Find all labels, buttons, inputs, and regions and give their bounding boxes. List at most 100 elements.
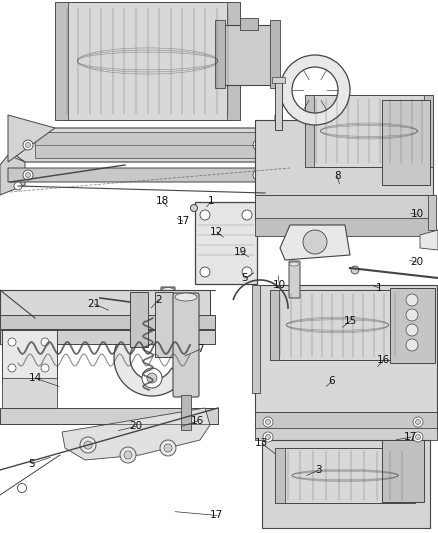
Bar [382, 100, 430, 185]
Bar [240, 18, 258, 30]
Bar [270, 290, 279, 360]
Bar [272, 77, 285, 83]
Bar [382, 440, 424, 502]
Polygon shape [130, 298, 148, 308]
Polygon shape [62, 408, 210, 460]
Circle shape [124, 451, 132, 459]
Circle shape [263, 417, 273, 427]
Text: 6: 6 [328, 376, 336, 386]
Bar [262, 440, 430, 528]
Circle shape [23, 170, 33, 180]
Bar [405, 448, 415, 503]
Circle shape [253, 140, 263, 150]
Circle shape [303, 230, 327, 254]
Text: 13: 13 [255, 439, 268, 448]
Circle shape [416, 434, 420, 440]
Text: 5: 5 [28, 459, 35, 469]
Text: 21: 21 [88, 299, 101, 309]
Bar [396, 290, 405, 360]
Polygon shape [280, 225, 350, 260]
Ellipse shape [290, 262, 299, 266]
Polygon shape [8, 168, 295, 182]
Circle shape [84, 441, 92, 449]
Circle shape [23, 140, 33, 150]
Circle shape [263, 432, 273, 442]
Circle shape [142, 368, 162, 388]
Text: 8: 8 [334, 171, 341, 181]
Bar [0, 315, 215, 329]
Text: 3: 3 [315, 465, 322, 475]
Text: 17: 17 [177, 216, 190, 226]
Bar [270, 290, 405, 360]
FancyBboxPatch shape [289, 261, 300, 298]
Polygon shape [15, 128, 285, 162]
Polygon shape [0, 155, 25, 195]
Circle shape [18, 483, 27, 492]
Circle shape [265, 419, 271, 424]
Bar [424, 95, 433, 167]
Bar [275, 80, 282, 130]
Text: 16: 16 [377, 356, 390, 365]
Bar [255, 285, 437, 415]
Circle shape [242, 267, 252, 277]
Circle shape [255, 173, 261, 177]
Circle shape [120, 447, 136, 463]
Circle shape [14, 182, 22, 190]
Text: 7: 7 [197, 344, 204, 354]
Text: 10: 10 [410, 209, 424, 219]
Circle shape [147, 373, 157, 383]
Ellipse shape [162, 287, 174, 293]
Text: 18: 18 [156, 197, 170, 206]
Circle shape [200, 267, 210, 277]
Text: 1: 1 [208, 197, 215, 206]
Text: 17: 17 [210, 511, 223, 520]
Circle shape [8, 338, 16, 346]
Text: 12: 12 [210, 227, 223, 237]
Text: 20: 20 [410, 257, 424, 267]
Bar [2, 330, 57, 380]
Bar [55, 2, 240, 120]
FancyBboxPatch shape [161, 287, 175, 327]
Text: 19: 19 [233, 247, 247, 256]
Bar [0, 330, 215, 344]
Circle shape [80, 437, 96, 453]
Bar [255, 218, 433, 236]
Circle shape [41, 338, 49, 346]
Circle shape [253, 170, 263, 180]
Bar [270, 20, 280, 88]
Circle shape [416, 419, 420, 424]
Text: 5: 5 [241, 273, 248, 283]
Polygon shape [275, 115, 285, 168]
Bar [255, 120, 433, 198]
Bar [220, 25, 275, 85]
Circle shape [255, 142, 261, 148]
Circle shape [265, 434, 271, 440]
Circle shape [164, 444, 172, 452]
Ellipse shape [175, 293, 197, 301]
Bar [305, 95, 314, 167]
Bar [252, 285, 260, 393]
Bar [195, 202, 257, 284]
Ellipse shape [162, 322, 174, 327]
Circle shape [413, 432, 423, 442]
Circle shape [413, 417, 423, 427]
Circle shape [406, 339, 418, 351]
Circle shape [261, 189, 269, 197]
Bar [130, 292, 148, 347]
Bar [275, 448, 285, 503]
Bar [305, 95, 433, 167]
FancyBboxPatch shape [173, 293, 199, 397]
Bar [2, 378, 57, 408]
Circle shape [200, 210, 210, 220]
Text: 17: 17 [404, 432, 417, 442]
Bar [35, 132, 255, 158]
Bar [0, 408, 218, 424]
Text: 20: 20 [129, 422, 142, 431]
Circle shape [191, 205, 198, 212]
Text: 15: 15 [344, 316, 357, 326]
Text: 16: 16 [191, 416, 204, 426]
Circle shape [406, 309, 418, 321]
Polygon shape [114, 320, 186, 396]
Bar [227, 2, 240, 120]
Circle shape [41, 364, 49, 372]
